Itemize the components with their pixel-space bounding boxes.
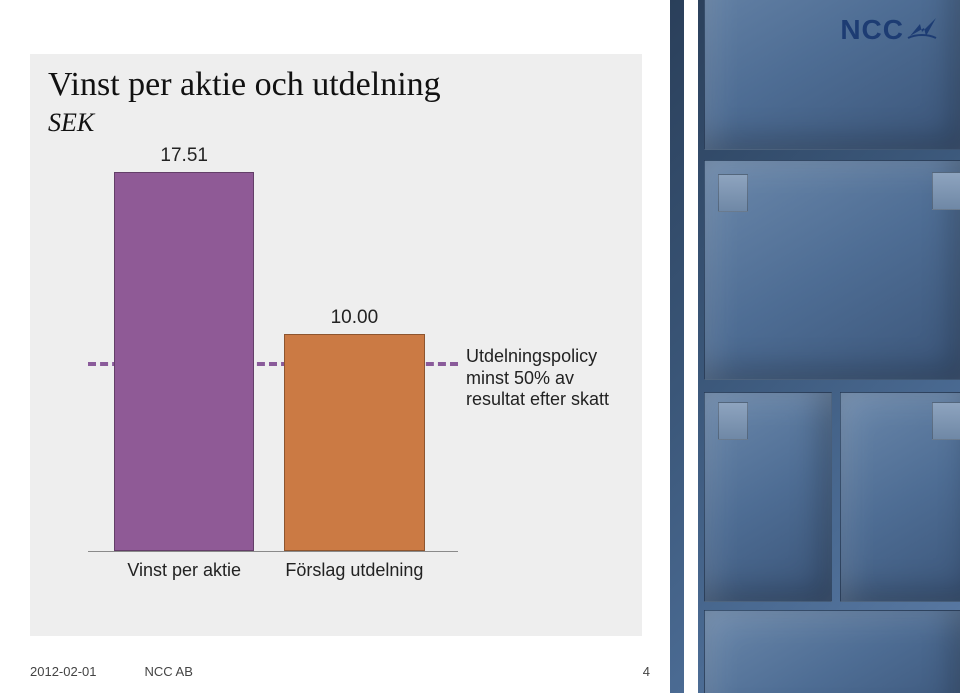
tape-shape [718, 174, 748, 212]
slide-title: Vinst per aktie och utdelning [48, 66, 441, 104]
footer-company: NCC AB [145, 664, 193, 679]
decorative-photo-band [670, 0, 960, 693]
star-icon [906, 16, 938, 44]
chart-category-label: Förslag utdelning [274, 560, 434, 581]
chart-bar [284, 334, 425, 551]
earnings-chart: 17.5110.00 Utdelningspolicy minst 50% av… [88, 162, 538, 592]
chart-axis [88, 551, 458, 552]
chart-bar [114, 172, 255, 551]
slide-footer: 2012-02-01 NCC AB [30, 664, 193, 679]
tape-shape [932, 402, 960, 440]
annotation-line: Utdelningspolicy [466, 346, 646, 368]
annotation-line: minst 50% av [466, 368, 646, 390]
divider-strip [684, 0, 698, 693]
bar-value-label: 10.00 [331, 307, 379, 329]
tape-shape [718, 402, 748, 440]
tape-shape [932, 172, 960, 210]
footer-date: 2012-02-01 [30, 664, 97, 679]
chart-category-label: Vinst per aktie [104, 560, 264, 581]
chart-plot-area: 17.5110.00 [88, 162, 458, 552]
box-shape [704, 610, 960, 693]
brand-logo: NCC [840, 14, 938, 46]
slide-panel: Vinst per aktie och utdelning SEK 17.511… [30, 54, 642, 636]
slide-subtitle: SEK [48, 108, 94, 138]
policy-annotation: Utdelningspolicy minst 50% av resultat e… [466, 346, 646, 411]
annotation-line: resultat efter skatt [466, 389, 646, 411]
bar-value-label: 17.51 [160, 145, 208, 167]
brand-name: NCC [840, 14, 904, 46]
page-number: 4 [643, 664, 650, 679]
